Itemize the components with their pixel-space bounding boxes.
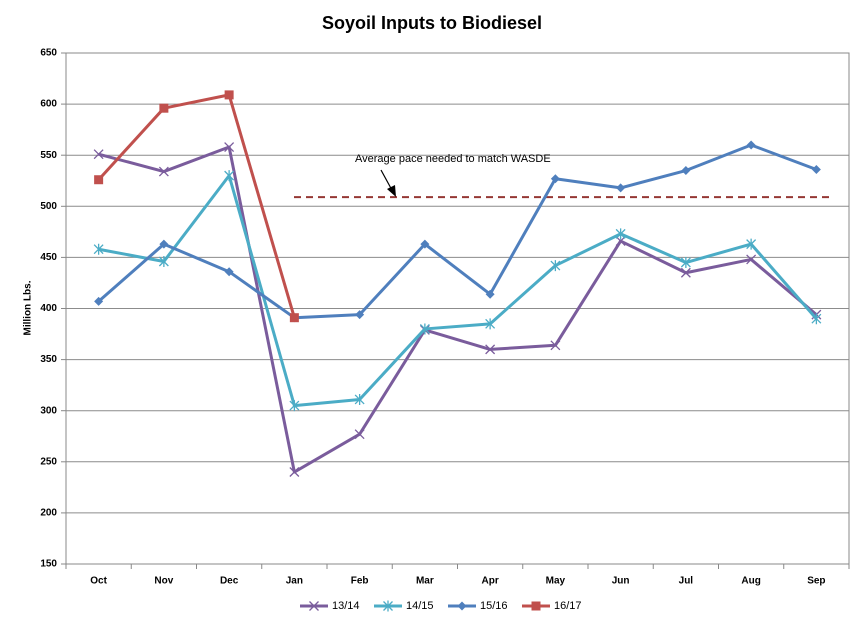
marker	[354, 429, 365, 440]
marker	[383, 600, 393, 612]
x-tick-label: Sep	[807, 576, 825, 587]
annotation-arrowhead	[387, 185, 396, 197]
y-tick-label: 250	[40, 456, 57, 467]
marker	[224, 142, 235, 152]
y-tick-label: 550	[40, 150, 57, 161]
x-tick-label: Jan	[286, 576, 303, 587]
series-line	[98, 145, 818, 474]
annotation-text: Average pace needed to match WASDE	[355, 153, 551, 165]
legend-label: 15/16	[480, 600, 508, 612]
y-tick-label: 500	[40, 201, 57, 212]
marker	[93, 243, 104, 255]
marker	[550, 174, 560, 184]
marker	[159, 239, 169, 249]
marker	[289, 400, 300, 412]
marker	[159, 103, 169, 113]
marker	[224, 170, 235, 182]
marker	[419, 323, 430, 335]
legend-item: 13/14	[300, 600, 360, 612]
legend-item: 16/17	[522, 600, 582, 612]
legend-label: 13/14	[332, 600, 360, 612]
marker	[289, 313, 299, 323]
x-tick-label: Jul	[679, 576, 694, 587]
x-tick-label: Jun	[612, 576, 630, 587]
y-tick-label: 200	[40, 508, 57, 519]
marker	[531, 601, 541, 611]
marker	[158, 255, 169, 267]
marker	[457, 601, 467, 611]
y-axis-label: Million Lbs.	[23, 280, 34, 335]
marker	[354, 393, 365, 405]
legend-item: 15/16	[448, 600, 508, 612]
series-line	[97, 143, 817, 320]
x-tick-label: Oct	[90, 576, 107, 587]
y-tick-label: 600	[40, 99, 57, 110]
y-tick-label: 300	[40, 405, 57, 416]
marker	[94, 296, 104, 306]
y-tick-label: 450	[40, 252, 57, 263]
marker	[485, 289, 495, 299]
marker	[224, 267, 234, 277]
legend-item: 14/15	[374, 600, 434, 612]
marker	[550, 340, 561, 351]
marker	[550, 260, 561, 272]
y-tick-label: 400	[40, 303, 57, 314]
marker	[420, 239, 430, 249]
marker	[485, 318, 496, 330]
chart-title: Soyoil Inputs to Biodiesel	[322, 13, 542, 33]
marker	[93, 149, 104, 160]
marker	[615, 228, 626, 240]
legend-label: 16/17	[554, 600, 582, 612]
marker	[616, 183, 626, 193]
legend-label: 14/15	[406, 600, 434, 612]
x-tick-label: Mar	[416, 576, 434, 587]
x-tick-label: Feb	[351, 576, 369, 587]
x-tick-label: May	[546, 576, 566, 587]
marker	[746, 254, 757, 265]
marker	[94, 175, 104, 185]
y-tick-label: 650	[40, 48, 57, 59]
x-tick-label: Dec	[220, 576, 239, 587]
marker	[811, 313, 822, 325]
marker	[224, 90, 234, 100]
marker	[746, 238, 757, 250]
marker	[289, 467, 300, 477]
x-tick-label: Nov	[154, 576, 173, 587]
x-tick-label: Apr	[482, 576, 499, 587]
marker	[485, 344, 496, 355]
y-tick-label: 350	[40, 354, 57, 365]
marker	[681, 166, 691, 176]
series-line	[98, 174, 818, 408]
series-line	[97, 93, 296, 319]
marker	[811, 165, 821, 175]
marker	[158, 166, 169, 177]
marker	[680, 257, 691, 269]
marker	[309, 601, 319, 611]
marker	[680, 267, 691, 278]
marker	[746, 140, 756, 150]
y-tick-label: 150	[40, 559, 57, 570]
marker	[355, 310, 365, 320]
x-tick-label: Aug	[741, 576, 760, 587]
marker	[615, 236, 626, 247]
